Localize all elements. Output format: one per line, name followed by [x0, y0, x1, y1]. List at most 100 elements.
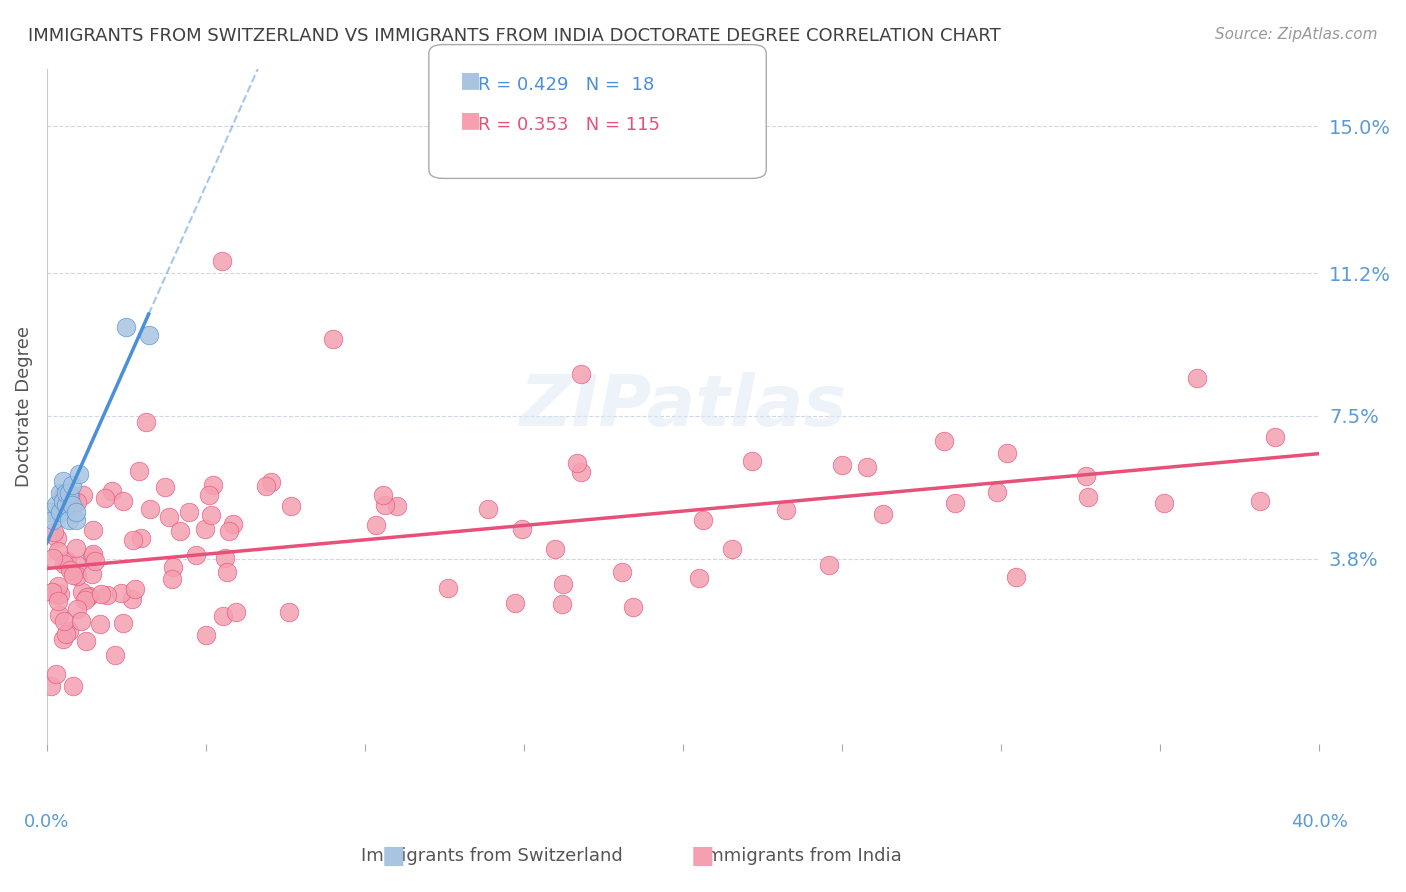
Point: [115, 320, 138, 334]
Point: [45, 498, 67, 512]
Point: [122, 533, 145, 547]
Point: [775, 502, 797, 516]
Point: [52, 475, 75, 489]
Point: [60, 498, 83, 512]
Point: [52, 632, 75, 646]
Text: ■: ■: [692, 845, 714, 868]
Point: [39, 679, 62, 693]
Point: [96, 588, 118, 602]
Point: [62, 568, 84, 582]
Point: [66, 569, 89, 583]
Point: [65, 541, 87, 555]
Point: [55, 626, 77, 640]
Text: R = 0.353   N = 115: R = 0.353 N = 115: [478, 116, 659, 134]
Point: [52, 493, 75, 508]
Point: [89, 617, 111, 632]
Point: [222, 517, 245, 532]
Point: [477, 502, 499, 516]
Point: [169, 524, 191, 538]
Point: [1004, 570, 1026, 584]
Point: [1077, 491, 1099, 505]
Point: [200, 508, 222, 522]
Point: [82, 523, 104, 537]
Point: [138, 327, 160, 342]
Point: [60, 478, 83, 492]
Point: [211, 608, 233, 623]
Text: ■: ■: [460, 70, 481, 90]
Point: [986, 484, 1008, 499]
Point: [225, 605, 247, 619]
Point: [278, 606, 301, 620]
Point: [437, 582, 460, 596]
Point: [41, 585, 63, 599]
Point: [721, 542, 744, 557]
Point: [66, 494, 89, 508]
Point: [198, 488, 221, 502]
Point: [621, 600, 644, 615]
Point: [110, 585, 132, 599]
Point: [48, 486, 70, 500]
Point: [162, 559, 184, 574]
Point: [1249, 494, 1271, 508]
Point: [62, 679, 84, 693]
Point: [104, 648, 127, 663]
Point: [58, 486, 80, 500]
Point: [69, 615, 91, 629]
Point: [121, 592, 143, 607]
Point: [42, 513, 65, 527]
Point: [569, 368, 592, 382]
Point: [505, 597, 527, 611]
Point: [215, 565, 238, 579]
Point: [184, 548, 207, 562]
Text: ■: ■: [460, 111, 481, 130]
Point: [75, 634, 97, 648]
Point: [55, 498, 77, 512]
Point: [67, 467, 90, 481]
Point: [82, 567, 104, 582]
Point: [157, 509, 180, 524]
Point: [46, 588, 69, 602]
Point: [112, 494, 135, 508]
Point: [544, 541, 567, 556]
Point: [84, 554, 107, 568]
Point: [162, 572, 184, 586]
Point: [995, 446, 1018, 460]
Point: [741, 454, 763, 468]
Point: [610, 566, 633, 580]
Point: [46, 543, 69, 558]
Point: [72, 488, 94, 502]
Text: R = 0.429   N =  18: R = 0.429 N = 18: [478, 76, 654, 94]
Point: [194, 628, 217, 642]
Point: [218, 524, 240, 539]
Point: [94, 491, 117, 505]
Point: [82, 547, 104, 561]
Text: Immigrants from Switzerland: Immigrants from Switzerland: [361, 847, 623, 865]
Point: [46, 531, 69, 545]
Y-axis label: Doctorate Degree: Doctorate Degree: [15, 326, 32, 487]
Point: [77, 589, 100, 603]
Point: [374, 498, 396, 512]
Point: [129, 531, 152, 545]
Point: [52, 488, 75, 502]
Point: [280, 500, 302, 514]
Point: [82, 549, 104, 563]
Point: [688, 571, 710, 585]
Text: ■: ■: [382, 845, 405, 868]
Point: [831, 458, 853, 473]
Point: [111, 615, 134, 630]
Point: [44, 525, 66, 540]
Point: [387, 499, 409, 513]
Point: [39, 505, 62, 519]
Point: [214, 551, 236, 566]
Point: [66, 558, 89, 573]
Point: [55, 486, 77, 500]
Point: [510, 522, 533, 536]
Text: Immigrants from India: Immigrants from India: [702, 847, 901, 865]
Point: [46, 579, 69, 593]
Point: [48, 505, 70, 519]
Point: [52, 557, 75, 571]
Point: [46, 594, 69, 608]
Point: [202, 477, 225, 491]
Text: 0.0%: 0.0%: [24, 814, 69, 831]
Text: ZIPatlas: ZIPatlas: [519, 372, 846, 441]
